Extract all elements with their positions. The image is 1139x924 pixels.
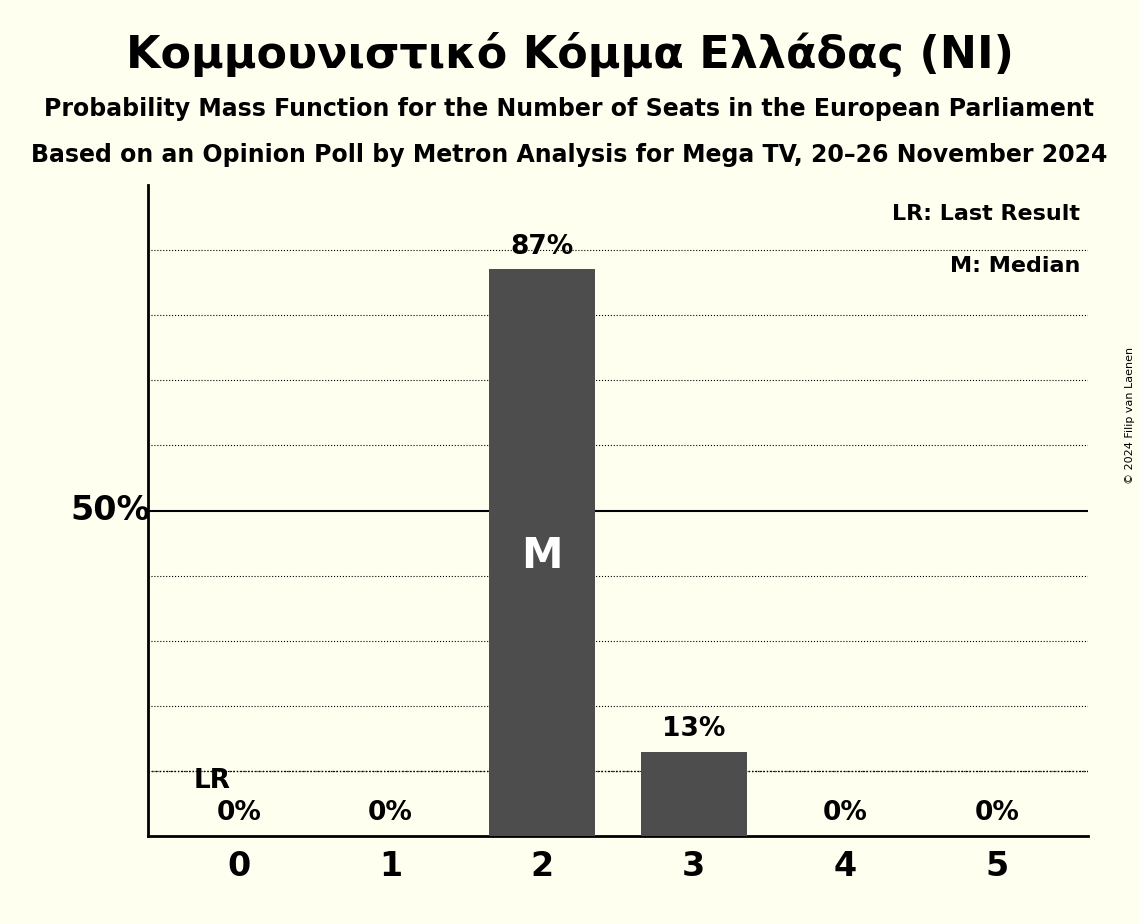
Text: M: M: [522, 535, 563, 578]
Text: 13%: 13%: [662, 716, 726, 742]
Text: 0%: 0%: [368, 800, 413, 826]
Text: 0%: 0%: [216, 800, 262, 826]
Bar: [489, 270, 596, 836]
Bar: [640, 751, 747, 836]
Text: 50%: 50%: [71, 494, 150, 527]
Text: M: Median: M: Median: [950, 257, 1080, 276]
Text: LR: Last Result: LR: Last Result: [892, 204, 1080, 225]
Text: LR: LR: [194, 768, 230, 794]
Text: © 2024 Filip van Laenen: © 2024 Filip van Laenen: [1125, 347, 1134, 484]
Text: Probability Mass Function for the Number of Seats in the European Parliament: Probability Mass Function for the Number…: [44, 97, 1095, 121]
Text: Based on an Opinion Poll by Metron Analysis for Mega TV, 20–26 November 2024: Based on an Opinion Poll by Metron Analy…: [31, 143, 1108, 167]
Text: Κομμουνιστικό Κόμμα Ελλάδας (NI): Κομμουνιστικό Κόμμα Ελλάδας (NI): [125, 32, 1014, 78]
Text: 87%: 87%: [510, 234, 574, 260]
Text: 0%: 0%: [822, 800, 868, 826]
Text: 0%: 0%: [974, 800, 1019, 826]
